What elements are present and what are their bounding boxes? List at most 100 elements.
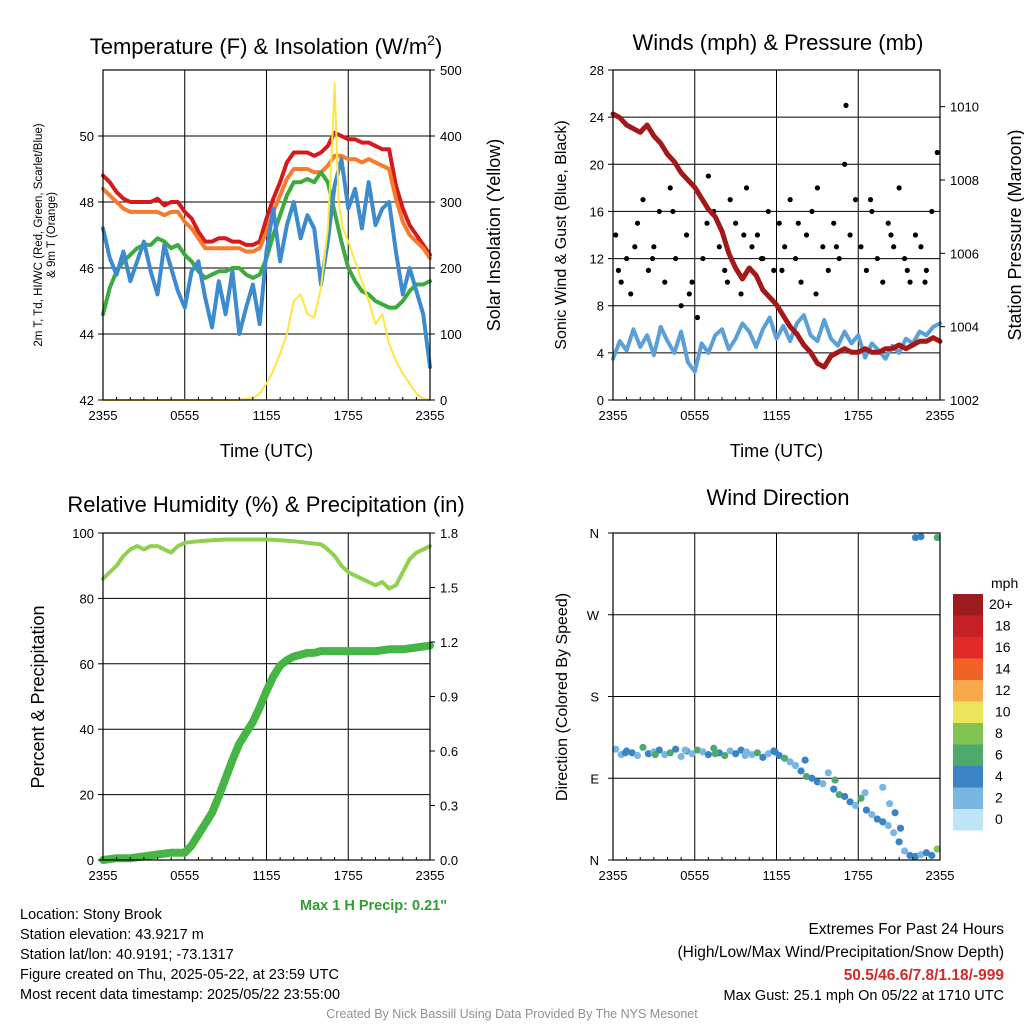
- y-tick-label: 42: [80, 393, 94, 408]
- y-tick-label: 16: [590, 204, 604, 219]
- direction-point: [928, 851, 936, 860]
- direction-point: [895, 838, 903, 846]
- gust-point: [749, 244, 755, 250]
- direction-point: [621, 749, 629, 757]
- gust-point: [787, 197, 793, 203]
- direction-point: [868, 810, 876, 819]
- direction-point: [819, 780, 827, 788]
- gust-point: [743, 185, 750, 191]
- plot-frame: [612, 532, 941, 861]
- direction-point: [628, 749, 636, 757]
- x-tick-label: 2355: [416, 408, 445, 423]
- gust-point: [640, 197, 646, 203]
- y-tick-label: 44: [80, 327, 94, 342]
- y-right-axis-label: Station Pressure (Maroon): [1005, 129, 1024, 340]
- gust-point: [831, 220, 837, 226]
- direction-point: [885, 800, 894, 808]
- direction-point: [737, 746, 745, 754]
- legend-swatch: [953, 766, 983, 788]
- x-tick-label: 1155: [763, 408, 791, 423]
- y-right-tick-label: 0.6: [440, 744, 458, 759]
- y-tick-label: 4: [597, 346, 604, 361]
- gust-point: [880, 279, 886, 285]
- legend-swatch: [953, 701, 983, 723]
- direction-point: [917, 850, 925, 859]
- x-tick-label: 2355: [416, 868, 445, 883]
- gust-point: [803, 232, 810, 238]
- legend-label: 20+: [989, 596, 1013, 612]
- y-right-tick-label: 1.8: [440, 526, 458, 541]
- gust-point: [798, 279, 804, 285]
- direction-point: [862, 806, 871, 814]
- y-right-tick-label: 200: [440, 261, 462, 276]
- y-tick-label: 0: [597, 393, 604, 408]
- direction-point: [732, 750, 740, 758]
- gust-point: [795, 220, 801, 226]
- legend-label: 12: [995, 682, 1011, 698]
- y-right-tick-label: 300: [440, 195, 462, 210]
- y-tick-label: 48: [80, 195, 94, 210]
- legend-swatch: [953, 744, 983, 766]
- direction-point: [661, 751, 669, 759]
- series-line-station-pressure: [610, 111, 943, 370]
- gust-point: [792, 255, 799, 262]
- direction-point: [681, 746, 689, 754]
- direction-point: [911, 533, 920, 542]
- gust-point: [673, 255, 679, 262]
- direction-point: [704, 751, 712, 759]
- gust-point: [814, 185, 820, 191]
- series-line-hi-wc: [101, 157, 432, 369]
- direction-point: [835, 791, 843, 799]
- direction-point: [831, 776, 839, 784]
- direction-point: [813, 778, 821, 786]
- gust-point: [858, 244, 864, 250]
- gust-point: [705, 173, 711, 179]
- legend-label: 0: [995, 811, 1003, 827]
- x-axis-label: Time (UTC): [220, 441, 313, 461]
- series-line-9m-t: [101, 153, 432, 261]
- direction-point: [933, 845, 941, 853]
- x-tick-label: 1155: [253, 408, 281, 423]
- y-tick-label: 100: [72, 526, 94, 541]
- chart-title: Temperature (F) & Insolation (W/m2): [90, 32, 443, 59]
- gust-point: [628, 291, 634, 297]
- elevation-text: Station elevation: 43.9217 m: [20, 927, 204, 943]
- direction-point: [906, 851, 914, 860]
- y-axis-label: Direction (Colored By Speed): [554, 593, 571, 801]
- gust-point: [724, 279, 731, 285]
- y-right-tick-label: 100: [440, 327, 462, 342]
- x-tick-label: 2355: [926, 408, 955, 423]
- extremes-title: Extremes For Past 24 Hours: [808, 921, 1004, 938]
- gust-point: [686, 291, 692, 297]
- direction-point: [808, 774, 816, 782]
- x-tick-label: 2355: [599, 408, 628, 423]
- y-tick-label: 80: [80, 591, 94, 606]
- y-axis-label-2: & 9m T (Orange): [46, 192, 58, 278]
- y-tick-label: 12: [590, 252, 604, 267]
- location-text: Location: Stony Brook: [20, 907, 162, 923]
- series-line-sonic-wind: [611, 313, 942, 374]
- gust-point: [771, 267, 777, 273]
- gust-point: [896, 185, 902, 191]
- gust-point: [694, 314, 701, 321]
- x-tick-label: 0555: [680, 408, 709, 423]
- gust-point: [885, 220, 891, 226]
- legend-swatch: [953, 658, 983, 680]
- direction-point: [857, 794, 865, 802]
- y-tick-label: 24: [590, 110, 604, 125]
- y-tick-label: E: [590, 771, 599, 786]
- direction-point: [801, 756, 809, 764]
- y-tick-label: S: [590, 690, 599, 705]
- y-right-tick-label: 400: [440, 129, 462, 144]
- x-tick-label: 1755: [844, 408, 873, 423]
- station-info: Location: Stony Brook Station elevation:…: [20, 905, 340, 1005]
- extremes-values: 50.5/46.6/7.8/1.18/-999: [843, 967, 1004, 984]
- y-right-tick-label: 1.5: [440, 581, 458, 596]
- plot-frame: [612, 69, 941, 401]
- gust-point: [651, 244, 657, 250]
- direction-point: [677, 752, 685, 761]
- direction-point: [711, 750, 719, 758]
- max-gust-text: Max Gust: 25.1 mph On 05/22 at 1710 UTC: [723, 988, 1004, 1004]
- gust-point: [863, 267, 870, 273]
- x-tick-label: 2355: [89, 868, 118, 883]
